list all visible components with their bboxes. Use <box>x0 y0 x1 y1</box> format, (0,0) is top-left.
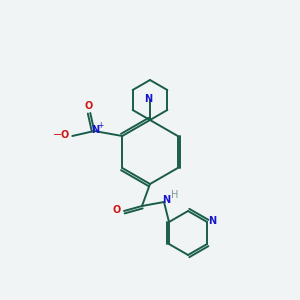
Text: N: N <box>162 195 170 205</box>
Text: +: + <box>97 122 103 130</box>
Text: −: − <box>52 130 62 140</box>
Text: O: O <box>84 101 92 111</box>
Text: N: N <box>91 125 99 135</box>
Text: H: H <box>171 190 179 200</box>
Text: O: O <box>113 205 121 215</box>
Text: N: N <box>208 216 216 226</box>
Text: O: O <box>60 130 68 140</box>
Text: N: N <box>144 94 152 104</box>
